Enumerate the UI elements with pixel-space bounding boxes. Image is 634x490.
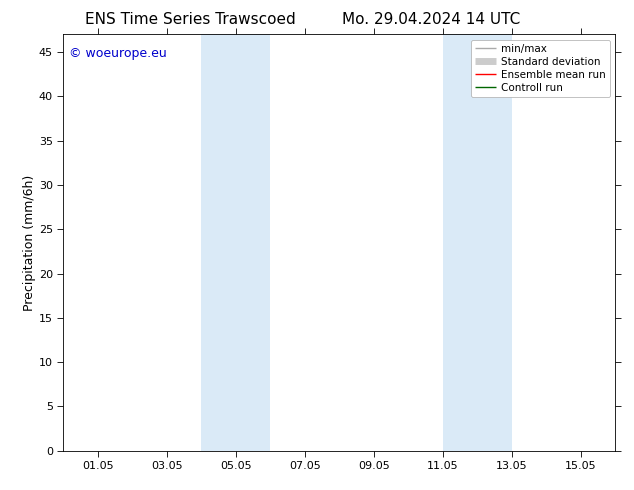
Text: © woeurope.eu: © woeurope.eu	[69, 47, 167, 60]
Bar	[202, 34, 270, 451]
Text: Mo. 29.04.2024 14 UTC: Mo. 29.04.2024 14 UTC	[342, 12, 521, 27]
Bar	[443, 34, 512, 451]
Text: ENS Time Series Trawscoed: ENS Time Series Trawscoed	[85, 12, 295, 27]
Legend: min/max, Standard deviation, Ensemble mean run, Controll run: min/max, Standard deviation, Ensemble me…	[470, 40, 610, 97]
Y-axis label: Precipitation (mm/6h): Precipitation (mm/6h)	[23, 174, 36, 311]
